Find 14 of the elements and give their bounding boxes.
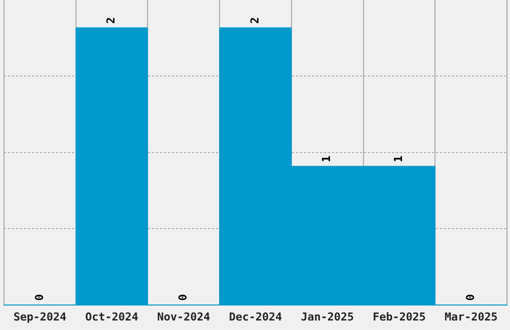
x-tick-label: Feb-2025 xyxy=(372,310,426,324)
x-tick-label: Mar-2025 xyxy=(444,310,498,324)
x-tick-label: Dec-2024 xyxy=(229,310,282,324)
x-tick-label: Oct-2024 xyxy=(85,310,139,324)
data-label: 1 xyxy=(320,155,334,162)
data-label: 0 xyxy=(464,294,477,301)
data-label: 0 xyxy=(32,294,46,301)
data-label: 0 xyxy=(176,294,190,301)
data-label: 1 xyxy=(392,155,406,162)
data-label: 2 xyxy=(104,17,118,24)
x-tick-label: Sep-2024 xyxy=(13,310,67,324)
x-tick-label: Nov-2024 xyxy=(157,310,211,324)
data-label: 2 xyxy=(248,17,262,24)
x-tick-label: Jan-2025 xyxy=(300,310,354,324)
